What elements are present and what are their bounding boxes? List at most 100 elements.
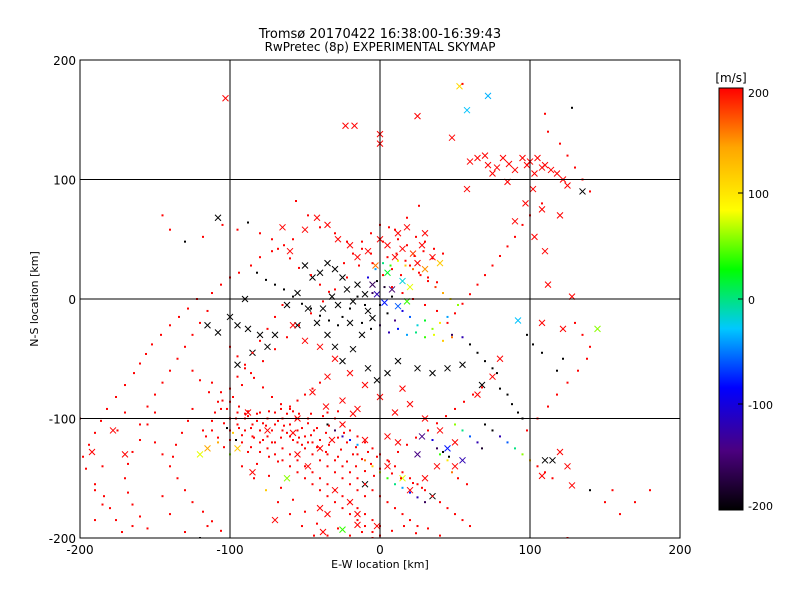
dot-marker: [184, 531, 186, 534]
dot-marker: [241, 465, 243, 468]
cross-marker: [361, 290, 369, 298]
cross-marker: [342, 122, 349, 130]
dot-marker: [461, 336, 464, 339]
dot-marker: [226, 407, 228, 410]
dot-marker: [283, 244, 285, 247]
dot-marker: [589, 190, 591, 193]
dot-marker: [266, 435, 269, 438]
dot-marker: [319, 283, 321, 286]
cross-marker: [394, 357, 402, 365]
dot-marker: [349, 471, 351, 474]
dot-marker: [146, 527, 149, 530]
dot-marker: [304, 465, 306, 468]
cross-marker: [594, 325, 601, 333]
cross-marker: [271, 331, 279, 339]
dot-marker: [442, 252, 444, 255]
dot-marker: [151, 343, 153, 346]
dot-marker: [499, 254, 501, 257]
dot-marker: [94, 489, 96, 492]
cross-marker: [313, 319, 321, 327]
dot-marker: [274, 348, 276, 351]
dot-marker: [574, 166, 576, 169]
dot-marker: [448, 455, 450, 458]
dot-marker: [409, 491, 411, 494]
dot-marker: [386, 256, 389, 259]
cross-marker: [196, 450, 204, 458]
dot-marker: [298, 324, 300, 327]
dot-marker: [292, 295, 294, 298]
cross-marker: [451, 462, 459, 470]
dot-marker: [436, 281, 438, 284]
dot-marker: [304, 477, 306, 480]
dot-marker: [416, 483, 419, 486]
dot-marker: [581, 333, 584, 336]
cross-marker: [373, 290, 381, 298]
dot-marker: [256, 419, 258, 422]
dot-marker: [418, 271, 420, 274]
data-markers: [80, 82, 651, 538]
dot-marker: [431, 257, 434, 260]
colorbar-tick-label: 200: [748, 87, 769, 100]
dot-marker: [265, 424, 267, 427]
cross-marker: [309, 388, 316, 396]
dot-marker: [121, 531, 123, 534]
dot-marker: [289, 453, 291, 456]
dot-marker: [274, 453, 276, 456]
cross-marker: [304, 462, 312, 470]
dot-marker: [226, 427, 228, 430]
dot-marker: [161, 495, 164, 498]
dot-marker: [484, 423, 486, 426]
dot-marker: [319, 489, 321, 492]
dot-marker: [416, 324, 419, 327]
dot-marker: [451, 336, 453, 339]
dot-marker: [220, 283, 222, 286]
dot-marker: [217, 441, 219, 444]
dot-marker: [439, 453, 441, 456]
dot-marker: [446, 315, 449, 318]
cross-marker: [436, 427, 444, 434]
dot-marker: [454, 513, 456, 516]
dot-marker: [251, 423, 254, 426]
dot-marker: [337, 455, 339, 458]
dot-marker: [409, 264, 411, 267]
dot-marker: [244, 367, 246, 370]
dot-marker: [373, 474, 375, 477]
dot-marker: [371, 519, 374, 522]
dot-marker: [389, 264, 392, 267]
dot-marker: [403, 525, 405, 528]
dot-marker: [208, 391, 210, 394]
cross-marker: [463, 185, 471, 193]
dot-marker: [268, 474, 270, 477]
dot-marker: [172, 455, 174, 458]
dot-marker: [292, 498, 294, 501]
cross-marker: [301, 262, 309, 269]
cross-marker: [459, 456, 466, 464]
dot-marker: [472, 393, 474, 396]
dot-marker: [202, 235, 204, 238]
dot-marker: [418, 204, 420, 207]
grid: [80, 60, 680, 538]
dot-marker: [103, 495, 105, 498]
dot-marker: [416, 496, 419, 499]
dot-marker: [376, 280, 378, 283]
dot-marker: [277, 460, 279, 463]
cross-marker: [381, 299, 388, 306]
dot-marker: [283, 288, 285, 291]
dot-marker: [250, 446, 252, 449]
cross-marker: [328, 436, 336, 444]
dot-marker: [169, 513, 171, 516]
cross-marker: [466, 158, 474, 165]
dot-marker: [356, 519, 359, 522]
colorbar-tick-label: -200: [748, 500, 773, 513]
dot-marker: [401, 486, 404, 489]
dot-marker: [506, 441, 509, 444]
dot-marker: [433, 333, 435, 336]
dot-marker: [427, 527, 429, 530]
dot-marker: [556, 369, 558, 372]
dot-marker: [401, 513, 404, 516]
cross-marker: [388, 286, 396, 293]
dot-marker: [371, 292, 374, 295]
dot-marker: [187, 307, 189, 310]
dot-marker: [311, 387, 314, 390]
dot-marker: [415, 235, 417, 238]
